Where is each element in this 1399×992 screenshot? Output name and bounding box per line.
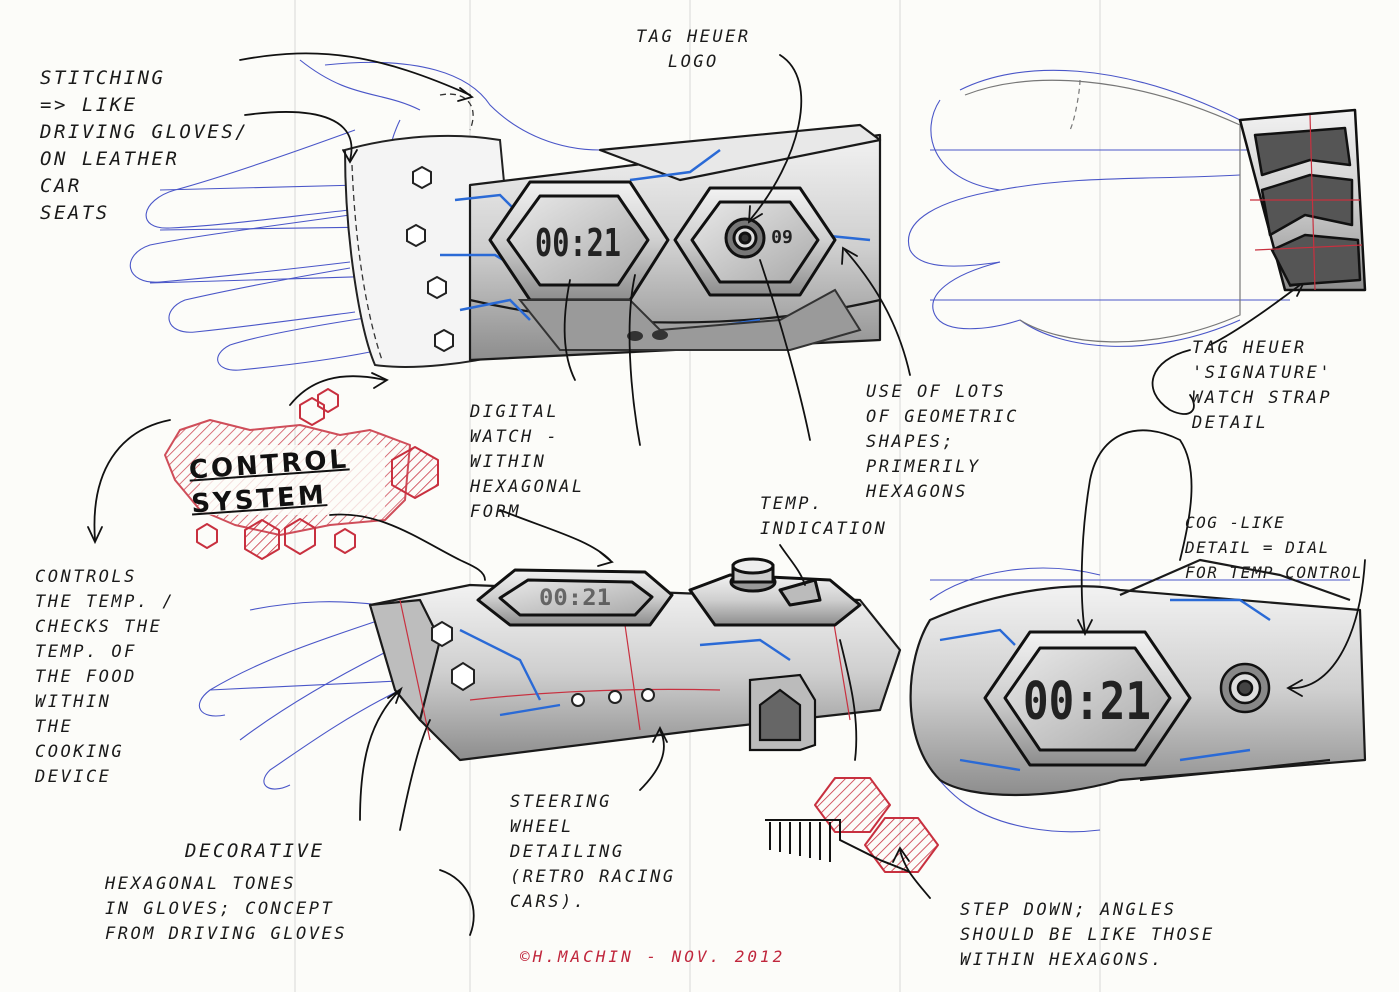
step-down-profile [765,819,911,873]
cog-dial [1219,662,1271,714]
note-stitching: STITCHING => LIKE DRIVING GLOVES/ ON LEA… [40,67,250,224]
control-system-title: CONTROL SYSTEM [187,444,351,520]
lcd-time-bottom: 00:21 [1023,672,1151,732]
lcd-temp-top: 09 [771,227,793,248]
note-controls: CONTROLS THE TEMP. / CHECKS THE TEMP. OF… [35,567,176,787]
bottom-right-blue-accents [939,598,1271,772]
designer-signature: ©H.MACHIN - NOV. 2012 [520,947,786,966]
note-digital-watch: DIGITAL WATCH - WITHIN HEXAGONAL FORM [470,402,585,522]
watch-face-right [673,186,837,297]
side-blue-accents [459,628,791,717]
watch-shadow-top [517,288,862,351]
note-decorative-body: HEXAGONAL TONES IN GLOVES; CONCEPT FROM … [105,874,347,944]
lcd-time-side: 00:21 [539,586,611,611]
side-display-right [688,557,862,627]
note-cog-dial: COG -LIKE DETAIL = DIAL FOR TEMP CONTROL [1185,513,1364,582]
note-step-down: STEP DOWN; ANGLES SHOULD BE LIKE THOSE W… [960,900,1215,970]
hand-bottom-left [198,601,421,790]
side-display-left [476,568,674,627]
watch-face-bottom-right [983,630,1192,767]
note-temp-indication: TEMP. INDICATION [760,494,888,539]
note-decorative-heading: DECORATIVE [185,840,325,862]
step-down-detail [814,777,939,873]
steering-clip [748,673,817,752]
note-tag-logo: TAG HEUER LOGO [636,27,751,72]
note-geometric: USE OF LOTS OF GEOMETRIC SHAPES; PRIMERI… [866,382,1019,502]
note-steering: STEERING WHEEL DETAILING (RETRO RACING C… [510,792,676,912]
leader-arrows [87,52,1366,936]
glove-hexagon-tones [406,165,454,353]
lcd-time-top: 00:21 [535,221,621,265]
hand-top-right-pencil [964,79,1241,343]
hand-top-right [907,69,1290,347]
note-tag-signature: TAG HEUER 'SIGNATURE' WATCH STRAP DETAIL [1192,338,1333,433]
side-buttons [431,620,655,707]
watch-face-left [488,180,670,302]
